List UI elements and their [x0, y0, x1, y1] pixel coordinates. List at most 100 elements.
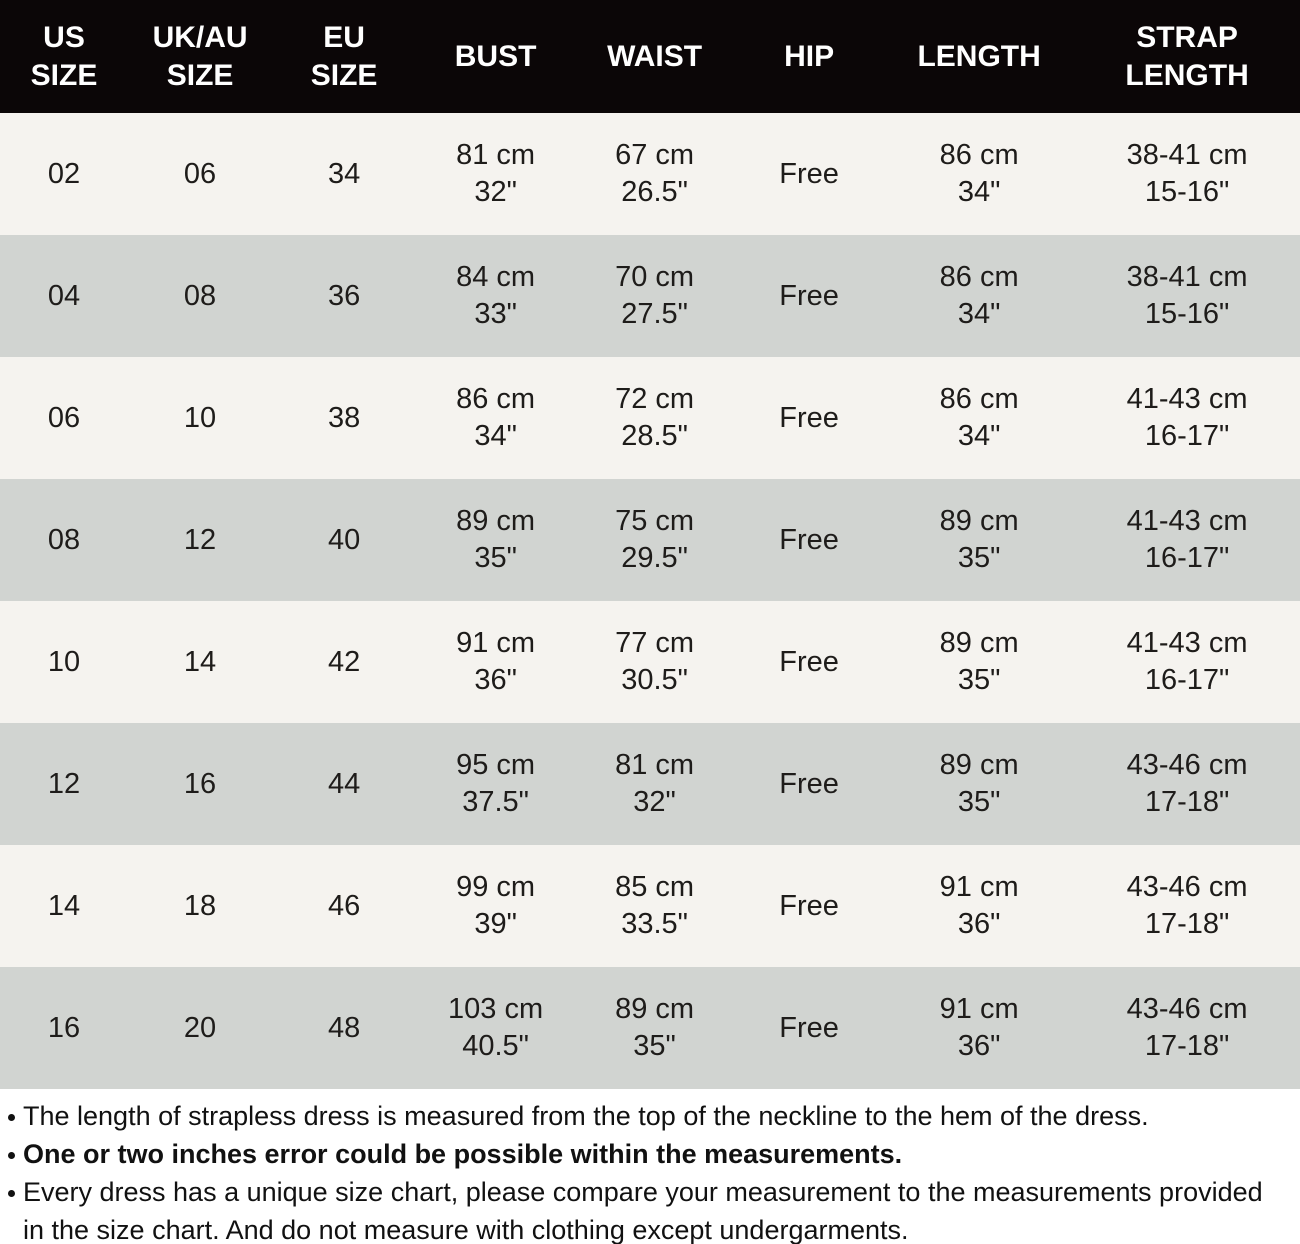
cell-line: 38-41 cm: [1126, 261, 1248, 293]
cell: 86 cm 34": [884, 357, 1074, 479]
cell-line: 20: [183, 1011, 217, 1044]
cell: 16: [128, 723, 272, 845]
cell-line: 35": [957, 786, 1001, 818]
cell-line: Free: [779, 1011, 839, 1044]
note-item: The length of strapless dress is measure…: [0, 1097, 1290, 1135]
cell-line: 34": [474, 420, 517, 452]
cell-line: 27.5": [621, 298, 688, 330]
cell: 38-41 cm 15-16": [1074, 235, 1300, 357]
cell-line: 89 cm: [939, 749, 1019, 781]
cell-line: 33.5": [621, 908, 688, 940]
cell-line: 17-18": [1144, 908, 1230, 940]
cell-line: 86 cm: [456, 383, 536, 415]
cell-line: 17-18": [1144, 1030, 1230, 1062]
cell: 36: [272, 235, 416, 357]
cell: 89 cm 35": [884, 479, 1074, 601]
column-header-us-size: US SIZE: [0, 0, 129, 113]
cell-line: 16-17": [1144, 542, 1230, 574]
cell: Free: [734, 113, 884, 235]
cell: 43-46 cm 17-18": [1074, 723, 1300, 845]
cell: 34: [272, 113, 416, 235]
cell-line: 14: [183, 645, 217, 678]
table-row: 02 06 34 81 cm 32" 67 cm 26.5" Free 86 cm 34" 38-4…: [0, 113, 1300, 235]
cell-line: 36": [957, 908, 1001, 940]
notes-list: The length of strapless dress is measure…: [0, 1089, 1300, 1244]
cell: 14: [0, 845, 128, 967]
cell-line: 36": [957, 1030, 1001, 1062]
cell-line: 41-43 cm: [1126, 505, 1248, 537]
cell-line: Free: [779, 523, 839, 556]
cell: 81 cm 32": [575, 723, 734, 845]
cell-line: 72 cm: [615, 383, 695, 415]
cell-line: 36": [474, 664, 517, 696]
cell-line: 15-16": [1144, 298, 1230, 330]
cell-line: 103 cm: [448, 993, 544, 1025]
cell: 44: [272, 723, 416, 845]
cell: 12: [0, 723, 128, 845]
cell: 38: [272, 357, 416, 479]
cell-line: 89 cm: [456, 505, 536, 537]
cell: 86 cm 34": [416, 357, 575, 479]
cell-line: 35": [957, 664, 1001, 696]
cell-line: 16: [47, 1011, 81, 1044]
cell-line: 86 cm: [939, 139, 1019, 171]
cell-line: 46: [327, 889, 361, 922]
cell-line: 67 cm: [615, 139, 695, 171]
note-item: Every dress has a unique size chart, ple…: [0, 1173, 1290, 1244]
cell: 103 cm 40.5": [416, 967, 575, 1089]
cell-line: 34": [957, 420, 1001, 452]
cell-line: 40: [327, 523, 361, 556]
cell: 06: [0, 357, 128, 479]
table-row: 08 12 40 89 cm 35" 75 cm 29.5" Free 89 cm 35" 41-4…: [0, 479, 1300, 601]
cell-line: 34": [957, 298, 1001, 330]
cell-line: 33": [474, 298, 517, 330]
cell: Free: [734, 479, 884, 601]
column-header-bust: BUST: [416, 0, 576, 113]
header-row: US SIZE UK/AU SIZE EU SIZE BUST WAIST HIP LENG…: [0, 0, 1300, 113]
table-body: 02 06 34 81 cm 32" 67 cm 26.5" Free 86 cm 34" 38-4…: [0, 113, 1300, 1089]
cell-line: 06: [183, 157, 217, 190]
cell: Free: [734, 967, 884, 1089]
cell: Free: [734, 235, 884, 357]
cell: 99 cm 39": [416, 845, 575, 967]
cell: 43-46 cm 17-18": [1074, 845, 1300, 967]
cell-line: 43-46 cm: [1126, 871, 1248, 903]
column-header-strap-length: STRAP LENGTH: [1074, 0, 1300, 113]
cell-line: 81 cm: [615, 749, 695, 781]
cell: 41-43 cm 16-17": [1074, 357, 1300, 479]
cell-line: 37.5": [462, 786, 529, 818]
cell-line: 14: [47, 889, 81, 922]
cell: 02: [0, 113, 128, 235]
size-chart-table: US SIZE UK/AU SIZE EU SIZE BUST WAIST HIP LENG…: [0, 0, 1300, 1089]
cell-line: 99 cm: [456, 871, 536, 903]
cell: 42: [272, 601, 416, 723]
cell: 18: [128, 845, 272, 967]
cell: 86 cm 34": [884, 113, 1074, 235]
cell-line: 34: [327, 157, 361, 190]
cell-line: 32": [474, 176, 517, 208]
cell-line: 08: [183, 279, 217, 312]
cell-line: 16-17": [1144, 420, 1230, 452]
cell: 16: [0, 967, 128, 1089]
cell-line: 32": [633, 786, 676, 818]
cell-line: 43-46 cm: [1126, 993, 1248, 1025]
cell: 72 cm 28.5": [575, 357, 734, 479]
cell: 43-46 cm 17-18": [1074, 967, 1300, 1089]
cell: 89 cm 35": [416, 479, 575, 601]
cell-line: 16: [183, 767, 217, 800]
cell: 10: [128, 357, 272, 479]
cell: 67 cm 26.5": [575, 113, 734, 235]
cell-line: 16-17": [1144, 664, 1230, 696]
cell-line: 36: [327, 279, 361, 312]
cell: 10: [0, 601, 128, 723]
cell: 41-43 cm 16-17": [1074, 479, 1300, 601]
table-header: US SIZE UK/AU SIZE EU SIZE BUST WAIST HIP LENG…: [0, 0, 1300, 113]
cell: 48: [272, 967, 416, 1089]
cell: 91 cm 36": [884, 845, 1074, 967]
cell-line: 18: [183, 889, 217, 922]
cell: 91 cm 36": [884, 967, 1074, 1089]
cell: 38-41 cm 15-16": [1074, 113, 1300, 235]
cell-line: 10: [183, 401, 217, 434]
column-header-eu-size: EU SIZE: [272, 0, 417, 113]
table-row: 12 16 44 95 cm 37.5" 81 cm 32" Free 89 cm 35" 43-4…: [0, 723, 1300, 845]
